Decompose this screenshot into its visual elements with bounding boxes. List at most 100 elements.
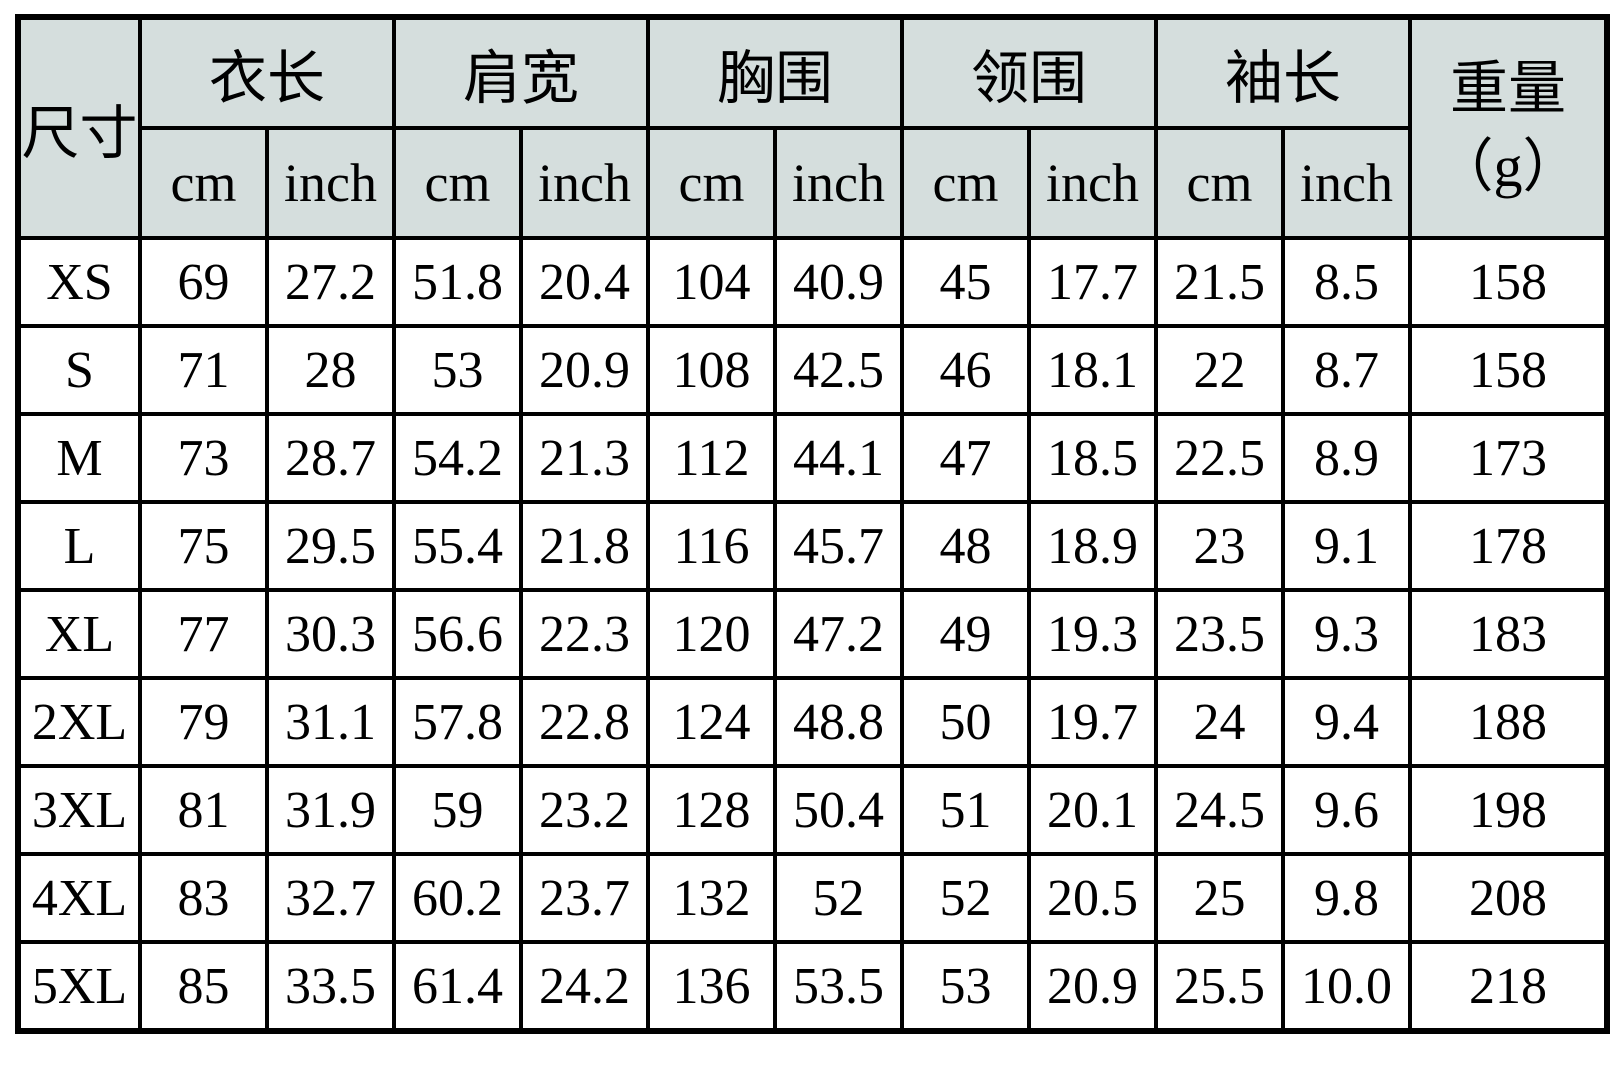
- value-cell: 61.4: [392, 940, 523, 1033]
- value-cell: 85: [138, 940, 269, 1033]
- value-cell: 30.3: [265, 588, 396, 680]
- value-cell: 60.2: [392, 852, 523, 944]
- unit-header-cm: cm: [1154, 126, 1285, 240]
- value-cell: 20.5: [1027, 852, 1158, 944]
- header-group-row: 尺寸 衣长 肩宽 胸围 领围 袖长 重量 （g）: [16, 15, 1609, 240]
- value-cell: 21.8: [519, 500, 650, 592]
- value-cell: 183: [1408, 588, 1609, 680]
- value-cell: 24.5: [1154, 764, 1285, 856]
- value-cell: 31.9: [265, 764, 396, 856]
- value-cell: 48: [900, 500, 1031, 592]
- value-cell: 42.5: [773, 324, 904, 416]
- table-row: M 73 28.7 54.2 21.3 112 44.1 47 18.5 22.…: [16, 412, 1609, 504]
- value-cell: 178: [1408, 500, 1609, 592]
- value-cell: 51: [900, 764, 1031, 856]
- value-cell: 21.3: [519, 412, 650, 504]
- size-cell: L: [16, 500, 142, 592]
- value-cell: 104: [646, 236, 777, 328]
- size-chart-table: 尺寸 衣长 肩宽 胸围 领围 袖长 重量 （g） cm inch cm inch…: [15, 14, 1610, 1034]
- value-cell: 55.4: [392, 500, 523, 592]
- table-row: 2XL 79 31.1 57.8 22.8 124 48.8 50 19.7 2…: [16, 676, 1609, 768]
- value-cell: 25: [1154, 852, 1285, 944]
- value-cell: 136: [646, 940, 777, 1033]
- value-cell: 112: [646, 412, 777, 504]
- value-cell: 173: [1408, 412, 1609, 504]
- value-cell: 28: [265, 324, 396, 416]
- value-cell: 28.7: [265, 412, 396, 504]
- value-cell: 54.2: [392, 412, 523, 504]
- value-cell: 46: [900, 324, 1031, 416]
- value-cell: 51.8: [392, 236, 523, 328]
- value-cell: 9.1: [1281, 500, 1412, 592]
- table-row: L 75 29.5 55.4 21.8 116 45.7 48 18.9 23 …: [16, 500, 1609, 592]
- value-cell: 47: [900, 412, 1031, 504]
- value-cell: 53: [900, 940, 1031, 1033]
- unit-header-cm: cm: [392, 126, 523, 240]
- table-row: XL 77 30.3 56.6 22.3 120 47.2 49 19.3 23…: [16, 588, 1609, 680]
- table-row: S 71 28 53 20.9 108 42.5 46 18.1 22 8.7 …: [16, 324, 1609, 416]
- value-cell: 10.0: [1281, 940, 1412, 1033]
- value-cell: 73: [138, 412, 269, 504]
- value-cell: 27.2: [265, 236, 396, 328]
- value-cell: 9.8: [1281, 852, 1412, 944]
- value-cell: 52: [900, 852, 1031, 944]
- value-cell: 33.5: [265, 940, 396, 1033]
- value-cell: 49: [900, 588, 1031, 680]
- value-cell: 57.8: [392, 676, 523, 768]
- group-header-garment-length: 衣长: [138, 15, 396, 130]
- table-row: 4XL 83 32.7 60.2 23.7 132 52 52 20.5 25 …: [16, 852, 1609, 944]
- weight-column-header: 重量 （g）: [1408, 15, 1609, 240]
- value-cell: 19.7: [1027, 676, 1158, 768]
- size-cell: 5XL: [16, 940, 142, 1033]
- value-cell: 116: [646, 500, 777, 592]
- value-cell: 158: [1408, 236, 1609, 328]
- table-row: XS 69 27.2 51.8 20.4 104 40.9 45 17.7 21…: [16, 236, 1609, 328]
- size-cell: S: [16, 324, 142, 416]
- value-cell: 18.9: [1027, 500, 1158, 592]
- unit-header-inch: inch: [519, 126, 650, 240]
- value-cell: 8.7: [1281, 324, 1412, 416]
- group-header-shoulder-width: 肩宽: [392, 15, 650, 130]
- value-cell: 20.9: [1027, 940, 1158, 1033]
- value-cell: 50: [900, 676, 1031, 768]
- value-cell: 23.2: [519, 764, 650, 856]
- weight-label: 重量: [1449, 55, 1566, 121]
- table-row: 3XL 81 31.9 59 23.2 128 50.4 51 20.1 24.…: [16, 764, 1609, 856]
- value-cell: 59: [392, 764, 523, 856]
- value-cell: 132: [646, 852, 777, 944]
- value-cell: 9.4: [1281, 676, 1412, 768]
- size-cell: 3XL: [16, 764, 142, 856]
- value-cell: 22: [1154, 324, 1285, 416]
- size-cell: XS: [16, 236, 142, 328]
- value-cell: 198: [1408, 764, 1609, 856]
- value-cell: 23.7: [519, 852, 650, 944]
- unit-header-cm: cm: [138, 126, 269, 240]
- value-cell: 44.1: [773, 412, 904, 504]
- value-cell: 20.4: [519, 236, 650, 328]
- value-cell: 18.1: [1027, 324, 1158, 416]
- value-cell: 77: [138, 588, 269, 680]
- header-unit-row: cm inch cm inch cm inch cm inch cm inch: [18, 126, 1607, 240]
- value-cell: 22.3: [519, 588, 650, 680]
- value-cell: 23.5: [1154, 588, 1285, 680]
- value-cell: 24.2: [519, 940, 650, 1033]
- value-cell: 24: [1154, 676, 1285, 768]
- value-cell: 124: [646, 676, 777, 768]
- value-cell: 18.5: [1027, 412, 1158, 504]
- unit-header-cm: cm: [900, 126, 1031, 240]
- weight-unit-label: （g）: [1435, 134, 1581, 199]
- value-cell: 188: [1408, 676, 1609, 768]
- unit-header-inch: inch: [265, 126, 396, 240]
- unit-header-inch: inch: [1027, 126, 1158, 240]
- value-cell: 53: [392, 324, 523, 416]
- value-cell: 120: [646, 588, 777, 680]
- value-cell: 45: [900, 236, 1031, 328]
- value-cell: 218: [1408, 940, 1609, 1033]
- value-cell: 20.9: [519, 324, 650, 416]
- value-cell: 45.7: [773, 500, 904, 592]
- value-cell: 8.9: [1281, 412, 1412, 504]
- value-cell: 25.5: [1154, 940, 1285, 1033]
- unit-header-cm: cm: [646, 126, 777, 240]
- value-cell: 21.5: [1154, 236, 1285, 328]
- value-cell: 71: [138, 324, 269, 416]
